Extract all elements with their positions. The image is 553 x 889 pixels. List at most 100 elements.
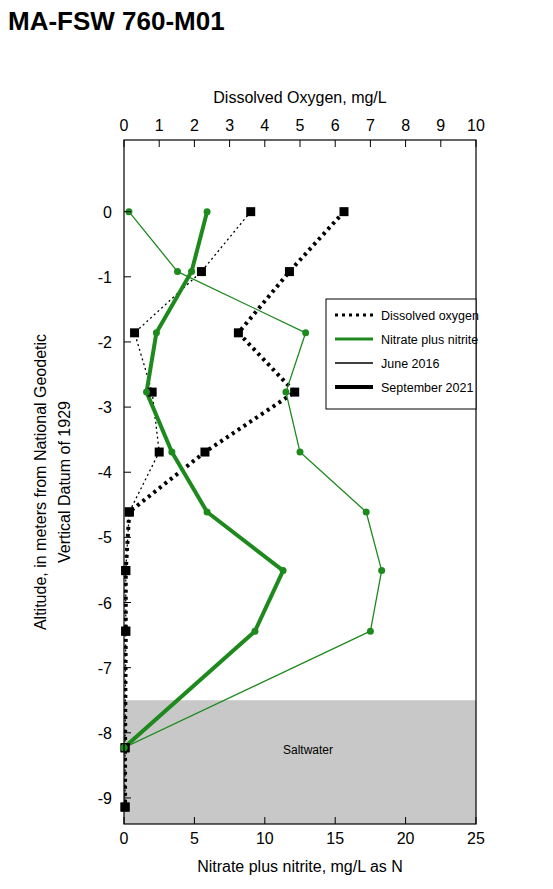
y-tick-label: -2 [98,334,112,351]
point [153,329,160,336]
point [234,328,243,337]
y-tick [124,667,131,668]
y-tick-label: -6 [98,595,112,612]
point [121,566,130,575]
point [121,627,130,636]
y-tick [124,407,131,408]
point [363,508,370,515]
legend-swatch [335,362,373,363]
legend-label: September 2021 [381,381,473,395]
x2-tick [300,140,301,147]
y-tick-label: -9 [98,790,112,807]
x-tick [194,817,195,824]
y-tick-label: 0 [103,204,112,221]
point [125,507,134,516]
legend-label: Dissolved oxygen [381,309,479,323]
x2-tick-label: 8 [401,117,410,134]
y-tick [124,602,131,603]
point [155,448,164,457]
point [378,567,385,574]
point [121,743,130,752]
x-tick [476,817,477,824]
x2-tick-label: 7 [366,117,375,134]
x2-tick [476,140,477,147]
point [121,627,130,636]
x-tick [124,817,125,824]
x2-tick [229,140,230,147]
point [297,449,304,456]
x2-tick [405,140,406,147]
legend: Dissolved oxygenNitrate plus nitriteJune… [326,299,479,409]
point [280,567,287,574]
point [130,328,139,337]
point [197,267,206,276]
point [204,208,211,215]
x-tick-label: 20 [397,830,415,847]
x2-tick-label: 4 [260,117,269,134]
y-axis-label: Altitude, in meters from National Geodet… [32,334,49,630]
point [125,507,134,516]
y-tick-label: -7 [98,660,112,677]
y-tick-label: -1 [98,269,112,286]
x2-tick-label: 6 [331,117,340,134]
y-tick-label: -8 [98,725,112,742]
point [174,268,181,275]
x2-tick-label: 0 [120,117,129,134]
saltwater-region [124,700,476,824]
y-tick [124,472,131,473]
point [285,267,294,276]
x2-tick-label: 1 [155,117,164,134]
legend-swatch [335,314,373,317]
x2-tick [124,140,125,147]
point [367,628,374,635]
x2-tick [370,140,371,147]
x2-tick-label: 9 [436,117,445,134]
y-tick-label: -5 [98,529,112,546]
x-tick-label: 25 [467,830,485,847]
series-line [124,212,382,748]
x2-tick [335,140,336,147]
point [290,388,299,397]
x2-tick-label: 5 [296,117,305,134]
x-axis-label: Nitrate plus nitrite, mg/L as N [197,858,403,875]
legend-swatch [335,385,373,389]
point [200,448,209,457]
point [302,329,309,336]
y-tick [124,732,131,733]
point [340,207,349,216]
x2-tick [264,140,265,147]
x2-tick [194,140,195,147]
y-tick-label: -3 [98,399,112,416]
y-tick [124,341,131,342]
point [246,207,255,216]
x2-tick [159,140,160,147]
x-tick [405,817,406,824]
x-tick-label: 10 [256,830,274,847]
point [282,389,289,396]
x-tick-label: 5 [190,830,199,847]
point [188,268,195,275]
x-tick [264,817,265,824]
y-tick [124,211,131,212]
y-tick [124,276,131,277]
legend-label: Nitrate plus nitrite [381,333,478,347]
x-tick-label: 0 [120,830,129,847]
y-tick [124,797,131,798]
x2-tick [440,140,441,147]
point [121,566,130,575]
x-tick [335,817,336,824]
point [251,628,258,635]
title: MA-FSW 760-M01 [8,6,225,36]
point [121,743,130,752]
point [204,508,211,515]
y-tick-label: -4 [98,464,112,481]
point [168,449,175,456]
x2-axis-label: Dissolved Oxygen, mg/L [213,89,387,106]
x2-tick-label: 2 [190,117,199,134]
point [121,803,130,812]
y-axis-label: Vertical Datum of 1929 [56,401,73,563]
x2-tick-label: 10 [467,117,485,134]
chart: MA-FSW 760-M010-1-2-3-4-5-6-7-8-90510152… [0,0,553,889]
markers [121,207,386,811]
point [121,803,130,812]
